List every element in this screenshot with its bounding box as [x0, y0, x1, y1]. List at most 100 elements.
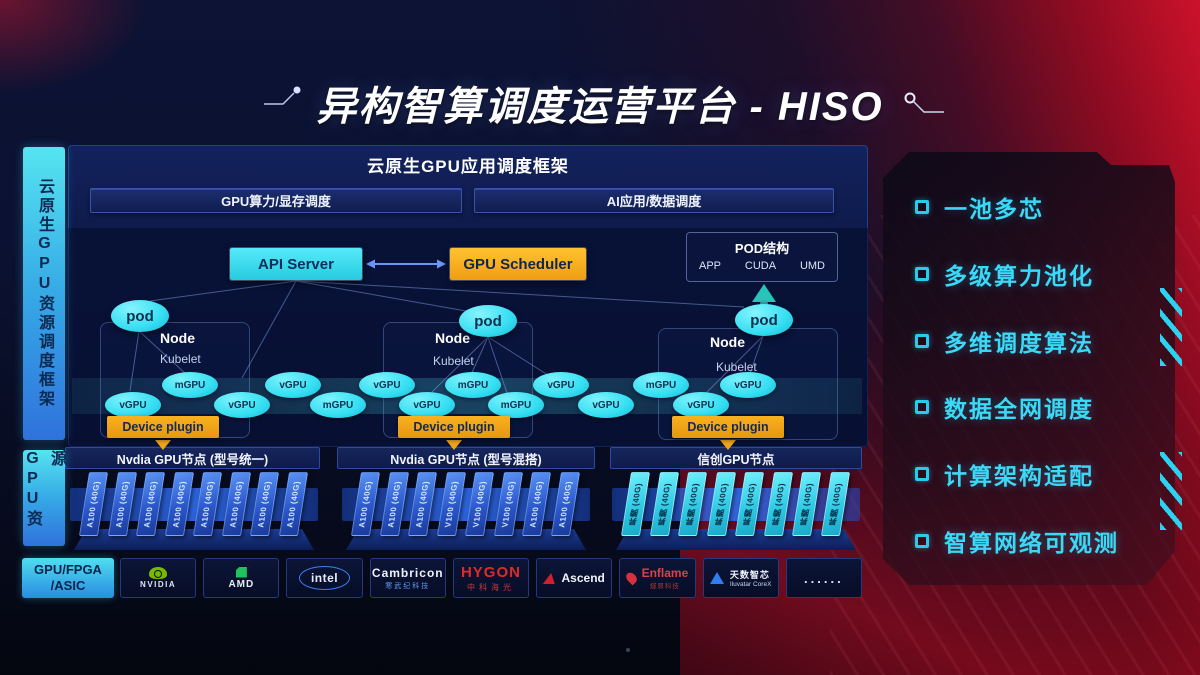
gpu-card-label: A100 (40G)	[528, 480, 545, 528]
square-bullet-icon	[915, 333, 929, 348]
gpu-card-label: A100 (40G)	[284, 480, 302, 528]
framework-title: 云原生GPU应用调度框架	[367, 157, 569, 176]
pod-struct-item: UMD	[799, 260, 825, 272]
api-server-box: API Server	[230, 248, 362, 280]
feature-label: 智算网络可观测	[944, 529, 1119, 556]
square-bullet-icon	[915, 266, 929, 281]
gpu-slice-oval: mGPU	[310, 392, 366, 418]
gpu-card-label: A100 (40G)	[357, 480, 374, 528]
footer-dot	[626, 648, 630, 652]
feature-item: 多级算力池化	[915, 257, 1165, 291]
feature-item: 多维调度算法	[915, 324, 1165, 358]
gpu-card-label: A100 (40G)	[85, 480, 102, 528]
kubelet-label: Kubelet	[160, 352, 201, 366]
gpu-node-header-xinchuang: 信创GPU节点	[610, 447, 862, 469]
category-line2: /ASIC	[50, 578, 86, 593]
vendor-amd: AMD	[203, 558, 280, 598]
vendor-dots: ......	[785, 558, 862, 598]
vendor-subname: Iluvatar CoreX	[729, 581, 772, 588]
gpu-card-label: A100 (40G)	[256, 480, 273, 528]
feature-item: 数据全网调度	[915, 390, 1165, 424]
amd-square-icon	[235, 566, 247, 578]
enflame-flame-icon	[623, 570, 639, 586]
iluvatar-triangle-icon	[709, 572, 724, 584]
vendor-text: Enflame 燧原科技	[642, 566, 689, 590]
gpu-card-label: 昇腾 (40G)	[827, 482, 843, 526]
pod-structure-box: POD结构 APP CUDA UMD	[686, 232, 838, 282]
background-red-topleft	[0, 0, 150, 95]
vendor-cambricon: Cambricon 寒武纪科技	[369, 558, 446, 598]
feature-panel	[883, 152, 1175, 585]
gpu-card-label: 昇腾 (40G)	[627, 482, 644, 526]
gpu-slice-oval: vGPU	[720, 372, 776, 398]
gpu-card-label: A100 (40G)	[227, 480, 245, 528]
feature-item: 计算架构适配	[915, 457, 1165, 491]
sidebar-top-text: 云原生GPU资源调度框架	[36, 178, 53, 409]
device-plugin-box: Device plugin	[672, 416, 784, 438]
vendor-hygon: HYGON 中科海光	[452, 558, 530, 598]
gpu-card-label: A100 (40G)	[414, 480, 431, 528]
feature-label: 计算架构适配	[944, 463, 1094, 490]
vendor-enflame: Enflame 燧原科技	[619, 558, 696, 598]
node-label: Node	[160, 330, 195, 346]
square-bullet-icon	[915, 467, 929, 482]
feature-label: 一池多芯	[944, 196, 1044, 222]
gpu-slice-oval: mGPU	[162, 372, 218, 398]
feature-label: 多维调度算法	[944, 329, 1094, 356]
gpu-slice-oval: vGPU	[359, 372, 415, 398]
vendor-iluvatar: 天数智芯 Iluvatar CoreX	[702, 558, 779, 598]
gpu-card-label: A100 (40G)	[170, 480, 188, 528]
bar-gpu-compute-scheduling: GPU算力/显存调度	[90, 188, 462, 213]
gpu-card-label: A100 (40G)	[556, 480, 574, 528]
device-plugin-box: Device plugin	[107, 416, 219, 438]
vendor-name: intel	[310, 571, 339, 585]
vendor-subname: 燧原科技	[649, 583, 680, 590]
feature-label: 数据全网调度	[944, 396, 1094, 423]
bar-ai-data-scheduling: AI应用/数据调度	[474, 188, 834, 213]
vendor-intel: intel	[286, 558, 363, 598]
pod-struct-item: CUDA	[744, 260, 777, 272]
gpu-card-label: 昇腾 (40G)	[798, 482, 815, 526]
gpu-slice-oval: mGPU	[445, 372, 501, 398]
gpu-node-header-mixed: Nvdia GPU节点 (型号混搭)	[337, 447, 595, 469]
ascend-triangle-icon	[542, 572, 557, 584]
gpu-slice-oval: mGPU	[633, 372, 689, 398]
pod-oval: pod	[459, 305, 517, 337]
gpu-card-label: A100 (40G)	[113, 480, 131, 528]
card-band	[70, 488, 318, 521]
vendor-subname: 中科海光	[466, 582, 515, 592]
gpu-slice-oval: vGPU	[533, 372, 589, 398]
sidebar-label-gpu-resources: GPU资源	[23, 450, 65, 546]
gpu-scheduler-box: GPU Scheduler	[450, 248, 586, 280]
gpu-slice-oval: vGPU	[105, 392, 161, 418]
gpu-slice-oval: vGPU	[399, 392, 455, 418]
pod-structure-title: POD结构	[734, 241, 790, 256]
vendor-name: AMD	[228, 578, 255, 590]
feature-item: 智算网络可观测	[915, 524, 1165, 558]
vendor-name: HYGON	[460, 563, 521, 581]
gpu-slice-oval: mGPU	[488, 392, 544, 418]
sidebar-bottom-text: GPU资源	[24, 450, 65, 529]
gpu-card-label: V100 (40G)	[471, 480, 488, 528]
vendor-name: Ascend	[561, 571, 605, 585]
vendor-subname: 寒武纪科技	[385, 582, 431, 590]
gpu-card-group-mixed: A100 (40G) A100 (40G) A100 (40G) V100 (40G)…	[340, 470, 592, 560]
hardware-category-box: GPU/FPGA /ASIC	[22, 558, 114, 598]
gpu-card-label: V100 (40G)	[499, 480, 517, 528]
gpu-node-header-uniform: Nvdia GPU节点 (型号统一)	[65, 447, 320, 469]
gpu-card-label: V100 (40G)	[442, 480, 460, 528]
vendor-nvidia: NVIDIA	[120, 558, 197, 598]
gpu-card-label: 昇腾 (40G)	[741, 482, 758, 526]
square-bullet-icon	[915, 400, 929, 415]
kubelet-label: Kubelet	[433, 354, 474, 368]
pod-oval: pod	[735, 304, 793, 336]
intel-oval-icon: intel	[298, 566, 351, 590]
gpu-slice-oval: vGPU	[578, 392, 634, 418]
vendor-name: 天数智芯	[729, 570, 770, 580]
node-label: Node	[710, 334, 745, 350]
feature-list: 一池多芯多级算力池化 多维调度算法 数据全网调度 计算架构适配 智算网络可观测	[915, 190, 1165, 558]
card-band	[342, 488, 590, 521]
feature-label: 多级算力池化	[944, 262, 1094, 289]
stripes-decoration-icon	[1160, 288, 1182, 366]
